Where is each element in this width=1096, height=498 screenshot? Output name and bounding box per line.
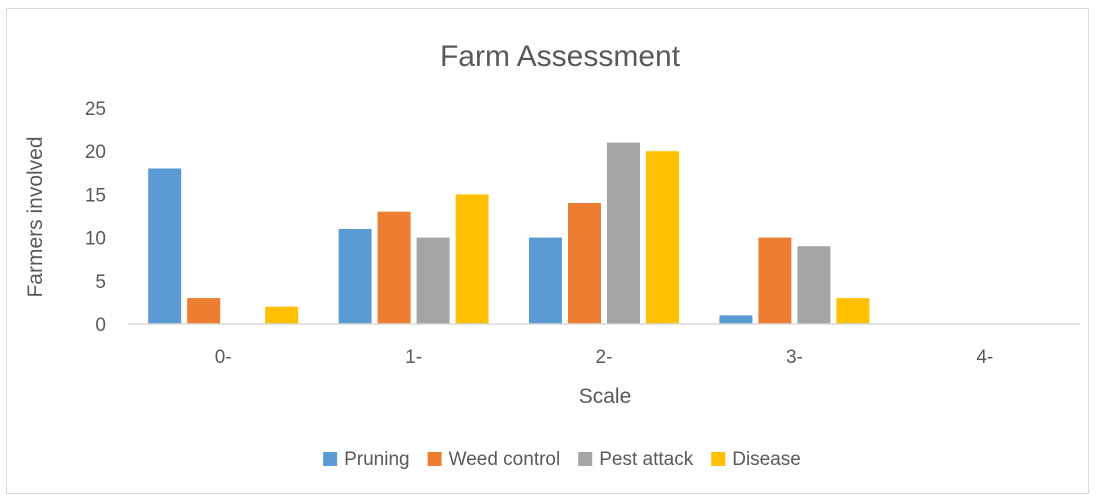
bar [416,237,450,324]
y-tick-label: 10 [85,229,106,250]
bar [607,142,640,324]
x-tick-label: 0- [215,347,232,368]
bars [148,142,870,324]
x-tick-label: 3- [786,347,803,368]
bar [265,306,299,324]
bar [719,315,753,324]
x-axis-ticks: 0- 1- 2- 3- 4- [215,347,994,368]
legend: Pruning Weed control Pest attack Disease [323,449,801,470]
legend-swatch [323,452,338,466]
legend-label: Pest attack [599,449,693,470]
bar [148,168,182,324]
legend-swatch [427,452,442,466]
y-tick-label: 20 [85,142,106,163]
bar [529,237,562,324]
legend-swatch [578,452,593,466]
legend-swatch [711,452,726,466]
legend-label: Weed control [449,449,561,470]
bar [338,228,372,324]
bar [758,237,792,324]
x-tick-label: 4- [976,347,993,368]
y-axis-title: Farmers involved [24,136,47,297]
legend-label: Pruning [344,449,410,470]
bar [797,246,831,324]
x-axis-title: Scale [579,385,632,408]
bar [568,203,601,324]
y-axis-ticks: 0 5 10 15 20 25 [85,99,106,336]
y-tick-label: 15 [85,185,106,206]
x-tick-label: 2- [596,347,613,368]
bar [455,194,489,324]
bar [187,298,221,324]
chart-title: Farm Assessment [440,40,681,73]
bar [836,298,870,324]
legend-label: Disease [732,449,801,470]
x-tick-label: 1- [405,347,422,368]
bar [646,151,679,324]
y-tick-label: 5 [95,272,106,293]
y-tick-label: 25 [85,99,106,120]
bar [377,211,411,324]
y-tick-label: 0 [95,315,106,336]
